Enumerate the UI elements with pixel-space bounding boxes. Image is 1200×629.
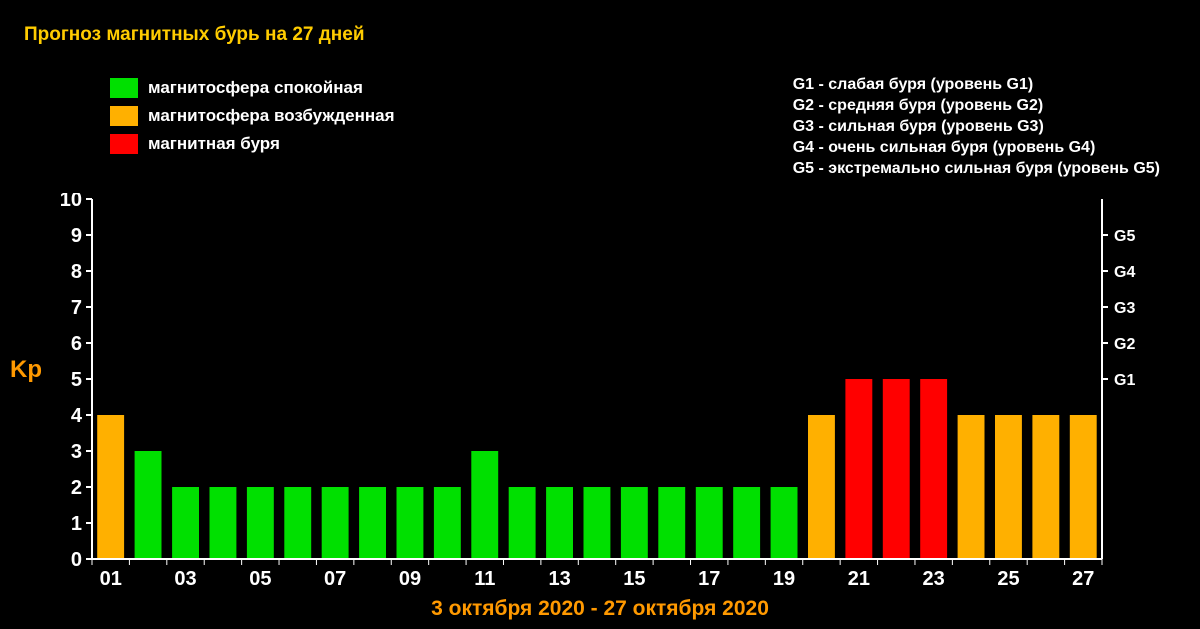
x-tick-label: 01 [100,568,122,590]
y-tick-label: 6 [71,333,82,355]
legend-label: магнитосфера спокойная [148,74,363,102]
legend-right-line: G2 - средняя буря (уровень G2) [793,95,1160,116]
x-axis-caption: 3 октября 2020 - 27 октября 2020 [40,597,1160,621]
bar [1032,415,1059,559]
x-tick-label: 07 [324,568,346,590]
x-tick-label: 11 [474,568,495,590]
bar [808,415,835,559]
x-tick-label: 15 [623,568,645,590]
legend-swatch-active [110,106,138,126]
x-tick-label: 23 [923,568,945,590]
g-level-label: G3 [1114,300,1135,317]
bar [883,379,910,559]
legend-swatch-calm [110,78,138,98]
y-axis-label: Kp [10,356,42,384]
legend-item: магнитная буря [110,130,395,158]
x-tick-label: 05 [249,568,271,590]
g-level-label: G2 [1114,336,1135,353]
legend-label: магнитная буря [148,130,280,158]
y-tick-label: 1 [71,513,82,535]
g-level-label: G5 [1114,228,1135,245]
y-tick-label: 8 [71,261,82,283]
legend-right-line: G5 - экстремально сильная буря (уровень … [793,158,1160,179]
y-tick-label: 10 [60,193,82,211]
bar [845,379,872,559]
y-tick-label: 3 [71,441,82,463]
legend-right-line: G4 - очень сильная буря (уровень G4) [793,137,1160,158]
bar [920,379,947,559]
bar-chart: 012345678910G1G2G3G4G5010305070911131517… [40,193,1160,593]
x-tick-label: 25 [997,568,1019,590]
bar [434,487,461,559]
y-tick-label: 2 [71,477,82,499]
x-tick-label: 27 [1072,568,1094,590]
legend-right-line: G3 - сильная буря (уровень G3) [793,116,1160,137]
bar [509,487,536,559]
x-tick-label: 21 [848,568,870,590]
bar [958,415,985,559]
x-tick-label: 19 [773,568,795,590]
x-tick-label: 13 [548,568,570,590]
x-tick-label: 03 [174,568,196,590]
legend: магнитосфера спокойная магнитосфера возб… [0,46,1200,179]
bar [771,487,798,559]
bar [172,487,199,559]
g-level-label: G4 [1114,264,1135,281]
legend-label: магнитосфера возбужденная [148,102,395,130]
bar [546,487,573,559]
bar [247,487,274,559]
chart-title: Прогноз магнитных бурь на 27 дней [0,0,1200,46]
y-tick-label: 9 [71,225,82,247]
x-tick-label: 17 [698,568,720,590]
bar [584,487,611,559]
legend-right: G1 - слабая буря (уровень G1) G2 - средн… [793,74,1160,179]
legend-left: магнитосфера спокойная магнитосфера возб… [110,74,395,179]
bar [733,487,760,559]
bar [135,451,162,559]
y-tick-label: 4 [71,405,83,427]
legend-swatch-storm [110,134,138,154]
bar [1070,415,1097,559]
bar [471,451,498,559]
bar [284,487,311,559]
bar [658,487,685,559]
bar [995,415,1022,559]
bar [621,487,648,559]
legend-item: магнитосфера спокойная [110,74,395,102]
bar [210,487,237,559]
bar [359,487,386,559]
x-tick-label: 09 [399,568,421,590]
bar [696,487,723,559]
g-level-label: G1 [1114,372,1135,389]
y-tick-label: 5 [71,369,82,391]
bar [397,487,424,559]
bar [322,487,349,559]
chart-area: Kp 012345678910G1G2G3G4G5010305070911131… [40,193,1160,621]
y-tick-label: 0 [71,549,82,571]
y-tick-label: 7 [71,297,82,319]
legend-right-line: G1 - слабая буря (уровень G1) [793,74,1160,95]
legend-item: магнитосфера возбужденная [110,102,395,130]
bar [97,415,124,559]
